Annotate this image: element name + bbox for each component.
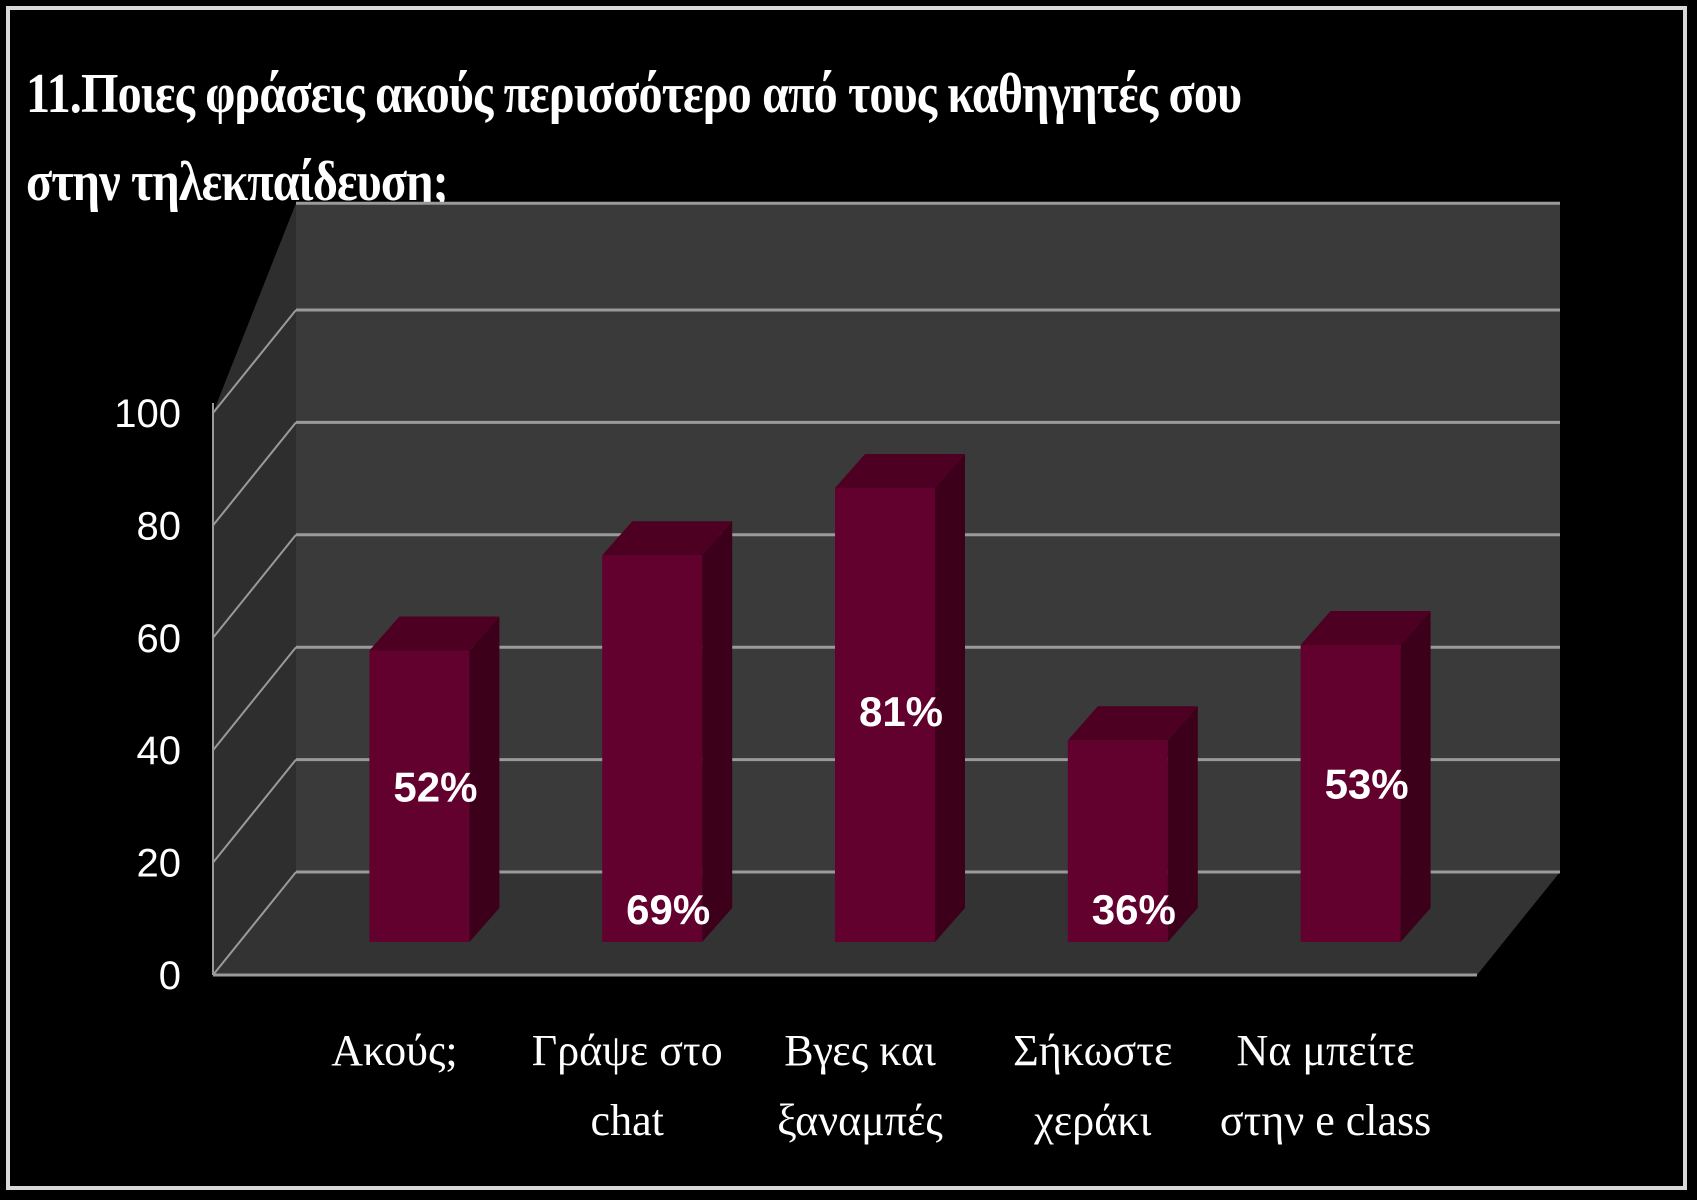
x-tick-label: Να μπείτε: [1237, 1026, 1415, 1075]
y-tick-label: 20: [137, 842, 182, 886]
gridline-side: [212, 534, 297, 639]
x-tick-label: Ακούς;: [331, 1026, 457, 1075]
y-tick-label: 100: [114, 392, 181, 436]
bar-side: [702, 521, 733, 942]
side-wall: [213, 203, 296, 976]
gridline-side: [212, 646, 297, 751]
y-tick-label: 80: [137, 504, 182, 548]
bar-group: 36%: [1067, 706, 1198, 942]
x-tick-label: Σήκωστε: [1013, 1026, 1172, 1075]
x-tick-label: chat: [591, 1096, 664, 1145]
bar: [1300, 644, 1401, 942]
bars: 52% 69% 81% 36% 53%: [369, 454, 1431, 942]
data-label: 81%: [859, 688, 943, 735]
bar-group: 52%: [369, 616, 500, 942]
bar-group: 81%: [835, 454, 965, 942]
bar-side: [935, 454, 965, 942]
bar-top: [835, 454, 965, 489]
x-tick-label: στην e class: [1220, 1096, 1431, 1145]
bar-top: [1067, 706, 1198, 741]
bar-side: [1167, 706, 1198, 942]
data-label: 53%: [1325, 761, 1409, 808]
x-tick-label: χεράκι: [1033, 1096, 1151, 1145]
bar-top: [1300, 610, 1431, 645]
y-tick-label: 40: [137, 729, 182, 773]
data-label: 69%: [626, 886, 710, 933]
bar: [602, 555, 703, 942]
data-label: 52%: [393, 764, 477, 811]
bar-side: [469, 616, 500, 942]
bar-group: 69%: [602, 521, 733, 942]
bar: [1067, 740, 1168, 942]
bar-group: 53%: [1300, 610, 1431, 942]
bar-top: [602, 521, 733, 556]
data-label: 36%: [1092, 886, 1176, 933]
chart-title-line-1: 11.Ποιες φράσεις ακούς περισσότερο από τ…: [26, 63, 1242, 125]
bar: [835, 488, 935, 942]
gridline-side: [212, 309, 297, 414]
chart-frame: [6, 6, 1687, 1190]
y-tick-label: 60: [137, 617, 182, 661]
gridline-side: [212, 871, 297, 976]
y-tick-label: 0: [159, 954, 181, 998]
chart-title: 11.Ποιες φράσεις ακούς περισσότερο από τ…: [26, 50, 1242, 226]
y-axis: 0 20 40 60 80 100: [114, 392, 181, 998]
gridline-side: [212, 758, 297, 864]
x-tick-label: Γράψε στο: [532, 1026, 723, 1075]
x-axis: Ακούς; Γράψε στο chat Βγες και ξαναμπές Σήκωσ…: [331, 1026, 1431, 1145]
x-tick-label: ξαναμπές: [777, 1096, 943, 1145]
bar-side: [1400, 610, 1431, 942]
bar-top: [369, 616, 500, 651]
bar: [369, 650, 470, 942]
gridline-side: [212, 421, 297, 527]
x-tick-label: Βγες και: [784, 1026, 936, 1075]
